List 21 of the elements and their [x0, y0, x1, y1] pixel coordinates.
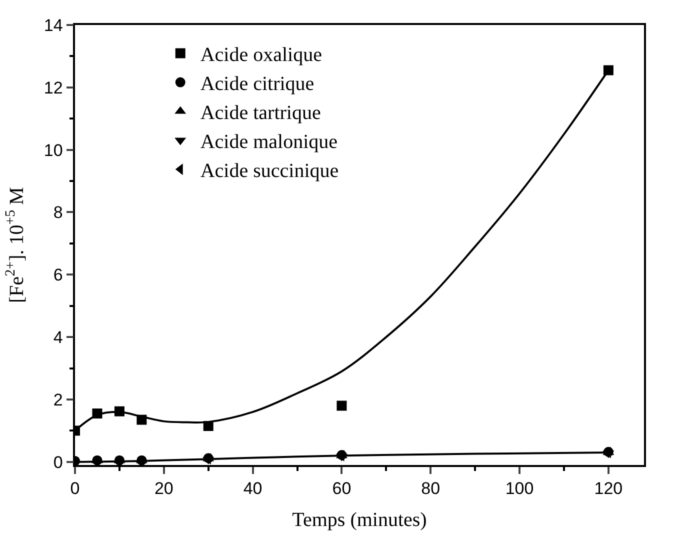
legend-label: Acide citrique [200, 73, 314, 96]
y-tick-label: 6 [53, 266, 63, 285]
y-tick-label: 12 [44, 78, 63, 98]
x-tick-label: 0 [70, 479, 80, 498]
y-tick-label: 8 [53, 203, 63, 222]
x-axis-title: Temps (minutes) [292, 509, 427, 532]
legend-label: Acide malonique [200, 131, 338, 154]
legend-label: Acide tartrique [200, 102, 321, 124]
y-tick-label: 14 [44, 16, 63, 35]
y-tick-label: 0 [53, 452, 63, 472]
y-tick-label: 10 [44, 140, 63, 160]
legend-label: Acide oxalique [200, 44, 322, 66]
legend-label: Acide succinique [200, 160, 339, 182]
x-tick-label: 80 [421, 479, 440, 498]
x-tick-label: 100 [505, 479, 534, 498]
x-tick-label: 40 [243, 479, 262, 498]
x-tick-label: 20 [154, 479, 174, 498]
x-tick-label: 60 [332, 479, 352, 498]
x-tick-label: 120 [594, 479, 623, 498]
y-tick-label: 4 [53, 328, 63, 348]
y-tick-label: 2 [53, 390, 63, 410]
